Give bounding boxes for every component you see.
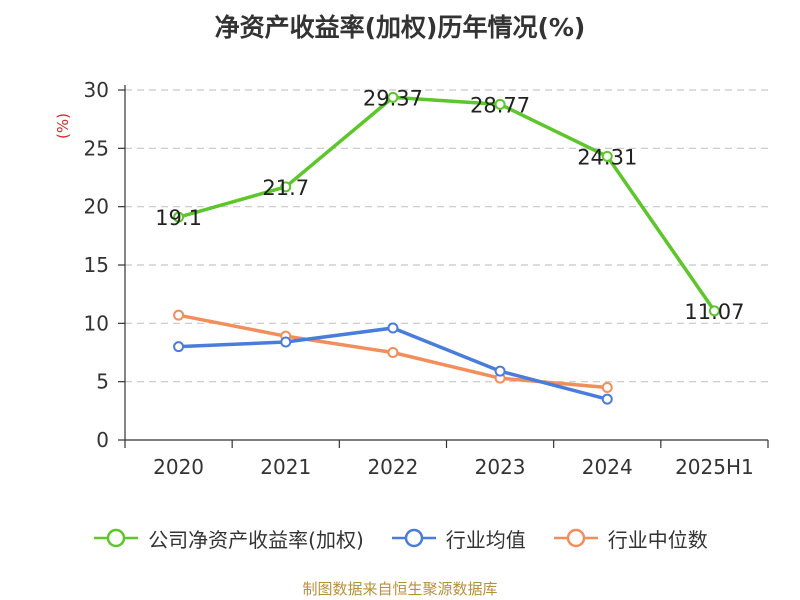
legend-swatch-marker: [566, 528, 586, 548]
data-point: [173, 341, 185, 353]
data-label: 11.07: [684, 300, 744, 324]
source-note: 制图数据来自恒生聚源数据库: [302, 580, 498, 598]
legend-swatch: [391, 528, 436, 548]
data-point: [708, 305, 720, 317]
y-tick-label: 15: [84, 253, 109, 277]
x-tick-label: 2023: [475, 455, 526, 479]
y-axis-title: (%): [54, 113, 72, 139]
legend-item[interactable]: 公司净资产收益率(加权): [92, 524, 364, 553]
legend: 公司净资产收益率(加权) 行业均值 行业中位数: [0, 518, 800, 558]
grid-lines: [125, 89, 768, 383]
data-label: 28.77: [470, 93, 530, 117]
data-point: [601, 393, 613, 405]
data-point: [280, 181, 292, 193]
chart-title: 净资产收益率(加权)历年情况(%): [214, 13, 586, 42]
series-line-1: [178, 326, 608, 401]
data-label: 19.1: [155, 206, 202, 230]
data-point: [494, 98, 506, 110]
x-tick-label: 2022: [367, 455, 418, 479]
series-lines: [173, 91, 720, 405]
data-point: [601, 150, 613, 162]
legend-swatch-marker: [404, 528, 424, 548]
legend-swatch: [553, 528, 598, 548]
axes: 0 5 10 15 20 25 30 (%) 2020 2021 2022 2023 2024 2025H…: [54, 78, 769, 479]
legend-label: 行业均值: [445, 527, 526, 552]
legend-item[interactable]: 行业中位数: [552, 524, 708, 553]
data-point: [280, 336, 292, 348]
data-point: [387, 347, 399, 358]
data-label: 24.31: [577, 145, 637, 169]
data-point: [601, 382, 613, 393]
data-point: [387, 91, 399, 103]
x-tick-label: 2024: [582, 455, 633, 479]
y-tick-label: 25: [84, 136, 109, 160]
data-label: 29.37: [363, 86, 423, 110]
data-point: [387, 322, 399, 334]
data-point: [173, 211, 185, 223]
data-label: 21.7: [262, 176, 309, 200]
data-point: [494, 365, 506, 377]
legend-swatch: [94, 528, 139, 548]
x-tick-label: 2021: [260, 455, 311, 479]
data-point: [173, 309, 185, 321]
legend-swatch-marker: [106, 528, 126, 548]
y-tick-label: 10: [84, 311, 109, 335]
legend-item[interactable]: 行业均值: [390, 524, 526, 553]
series-line-0: [178, 95, 716, 312]
y-tick-label: 30: [84, 78, 109, 102]
legend-label: 行业中位数: [607, 527, 708, 552]
x-tick-label: 2025H1: [675, 455, 754, 479]
y-tick-label: 5: [96, 370, 109, 394]
data-labels: 19.1 21.7 29.37 28.77 24.31 11.07: [155, 86, 744, 324]
y-tick-label: 20: [84, 195, 109, 219]
x-tick-label: 2020: [153, 455, 204, 479]
y-tick-label: 0: [96, 428, 109, 452]
legend-label: 公司净资产收益率(加权): [148, 527, 364, 552]
